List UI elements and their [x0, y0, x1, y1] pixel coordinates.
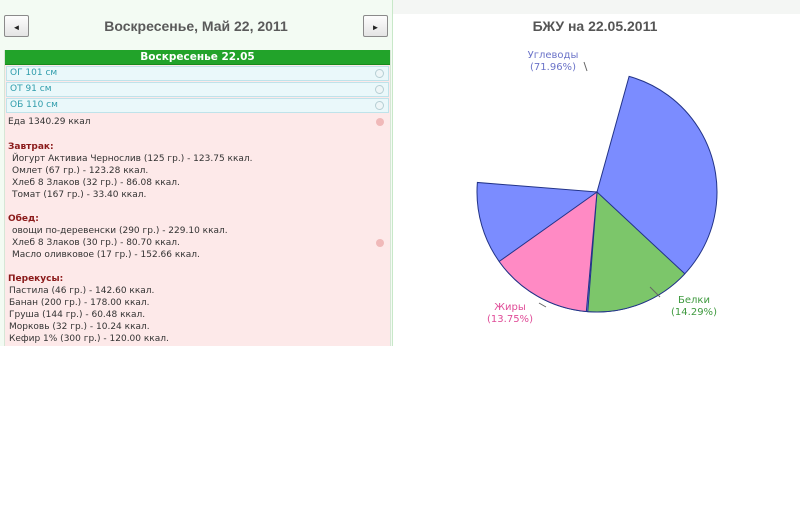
measurement-row[interactable]: ОБ 110 см	[6, 98, 389, 113]
meal-item: Морковь (32 гр.) - 10.24 ккал.	[9, 322, 150, 332]
meal-item: Банан (200 гр.) - 178.00 ккал.	[9, 298, 150, 308]
measurement-label: ОБ 110 см	[10, 100, 58, 110]
meal-item: Йогурт Активиа Чернослив (125 гр.) - 123…	[12, 154, 253, 164]
edit-icon[interactable]	[375, 85, 384, 94]
apple-icon[interactable]	[376, 239, 384, 247]
pie-leader-line	[583, 61, 588, 72]
apple-icon[interactable]	[376, 118, 384, 126]
next-day-button[interactable]: ►	[363, 15, 388, 37]
food-total-label: Еда 1340.29 ккал	[8, 117, 91, 127]
pie-slices	[476, 75, 718, 313]
meal-item: овощи по-деревенски (290 гр.) - 229.10 к…	[12, 226, 228, 236]
page: ◄ Воскресенье, Май 22, 2011 ► Воскресень…	[0, 0, 800, 346]
measurement-row[interactable]: ОТ 91 см	[6, 82, 389, 97]
meal-item: Масло оливковое (17 гр.) - 152.66 ккал.	[12, 250, 200, 260]
pie-leader-line	[649, 286, 661, 298]
meal-item: Хлеб 8 Злаков (32 гр.) - 86.08 ккал.	[12, 178, 180, 188]
pie-leader-line	[538, 302, 547, 308]
meal-title-lunch: Обед:	[8, 214, 39, 224]
measurement-label: ОГ 101 см	[10, 68, 58, 78]
pie-slice-Белки	[587, 190, 686, 313]
chart-column: БЖУ на 22.05.2011 Углеводы (71.96%) Белки(…	[408, 14, 800, 346]
pie-label-name: Жиры	[494, 302, 526, 313]
pie-label-name: Углеводы	[528, 50, 579, 61]
food-total: Еда 1340.29 ккал	[5, 115, 390, 129]
pie-label-name: Белки	[678, 295, 710, 306]
pie-slice-Жиры	[498, 190, 598, 313]
pie-label-percent: (71.96%)	[530, 62, 576, 73]
meal-item: Омлет (67 гр.) - 123.28 ккал.	[12, 166, 149, 176]
date-title: Воскресенье, Май 22, 2011	[104, 18, 288, 34]
meal-item: Хлеб 8 Злаков (30 гр.) - 80.70 ккал.	[5, 237, 390, 249]
pie-label-percent: (13.75%)	[487, 314, 533, 325]
meal-title-snacks: Перекусы:	[8, 274, 64, 284]
edit-icon[interactable]	[375, 69, 384, 78]
day-panel: Воскресенье 22.05 ОГ 101 см ОТ 91 см ОБ …	[4, 50, 391, 346]
meal-title-breakfast: Завтрак:	[8, 142, 54, 152]
diary-column: ◄ Воскресенье, Май 22, 2011 ► Воскресень…	[0, 0, 393, 346]
measurement-row[interactable]: ОГ 101 см	[6, 66, 389, 81]
day-header: Воскресенье 22.05	[5, 50, 390, 65]
meal-item: Кефир 1% (300 гр.) - 120.00 ккал.	[9, 334, 169, 344]
meal-item: Пастила (46 гр.) - 142.60 ккал.	[9, 286, 155, 296]
meal-item: Груша (144 гр.) - 60.48 ккал.	[9, 310, 146, 320]
prev-day-button[interactable]: ◄	[4, 15, 29, 37]
meal-item-text: Хлеб 8 Злаков (30 гр.) - 80.70 ккал.	[12, 238, 180, 248]
pie-labels: Углеводы(71.96%) Белки(14.29%) Жиры(13.75%…	[487, 50, 717, 325]
chart-title: БЖУ на 22.05.2011	[533, 18, 658, 34]
bju-pie-chart: БЖУ на 22.05.2011 Углеводы(71.96%)Белки(…	[476, 18, 718, 325]
pie-label-percent: (14.29%)	[671, 307, 717, 318]
meal-item: Томат (167 гр.) - 33.40 ккал.	[12, 190, 147, 200]
edit-icon[interactable]	[375, 101, 384, 110]
measurement-label: ОТ 91 см	[10, 84, 52, 94]
